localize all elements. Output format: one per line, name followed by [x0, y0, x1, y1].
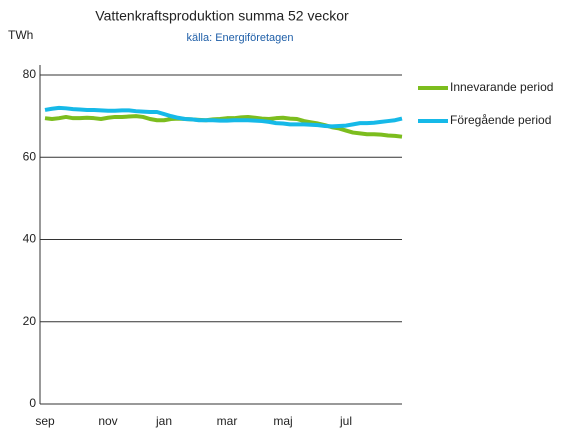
x-tick-label: jan [155, 414, 172, 428]
x-tick-label: maj [273, 414, 292, 428]
chart-subtitle: källa: Energiföretagen [186, 32, 293, 44]
legend-label: Innevarande period [450, 80, 553, 94]
x-tick-label: mar [217, 414, 238, 428]
x-tick-label: nov [98, 414, 117, 428]
y-tick-label: 40 [23, 232, 37, 246]
chart-title: Vattenkraftsproduktion summa 52 veckor [95, 8, 349, 24]
series-line [44, 105, 403, 129]
legend-label: Föregående period [450, 113, 551, 127]
y-tick-label: 0 [29, 396, 36, 410]
x-tick-label: jul [339, 414, 352, 428]
y-tick-label: 80 [23, 67, 37, 81]
y-tick-label: 20 [23, 314, 37, 328]
y-tick-label: 60 [23, 149, 37, 163]
series-line [44, 114, 403, 139]
x-tick-label: sep [35, 414, 55, 428]
y-axis-label: TWh [8, 28, 33, 42]
